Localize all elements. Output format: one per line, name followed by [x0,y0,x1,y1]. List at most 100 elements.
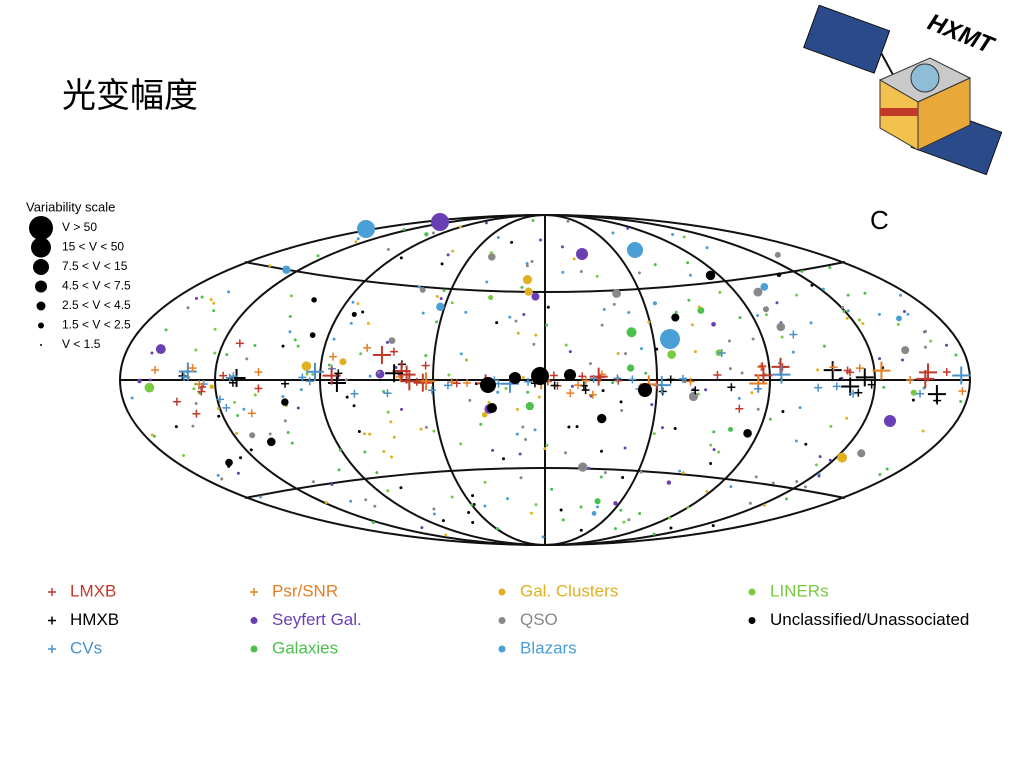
source-dot [668,516,672,520]
source-dot [299,388,303,392]
source-dot [857,318,861,322]
source-dot [743,429,752,438]
source-dot [683,380,687,384]
source-dot [804,442,808,446]
source-dot [213,327,217,331]
source-dot [601,389,605,393]
source-dot [774,251,781,258]
source-dot [253,344,257,348]
source-dot [560,245,564,249]
source-dot [305,372,309,376]
source-dot [929,339,933,343]
source-dot [639,347,643,351]
source-dot [619,400,623,404]
source-dot [458,225,462,229]
source-dot [845,416,849,420]
source-dot [213,351,217,355]
source-dot [148,378,152,382]
source-dot [488,294,494,301]
sky-sources [130,213,971,539]
source-dot [639,470,643,474]
source-dot [431,213,449,231]
source-dot [382,389,386,393]
class-legend: LMXB Psr/SNR Gal. Clusters LINERs HMXB Seyfer… [48,581,969,657]
source-dot [697,305,701,309]
source-dot [488,253,496,261]
scale-marker [35,280,47,293]
source-dot [530,511,534,515]
scale-legend: V > 50 15 < V < 50 7.5 < V < 15 4.5 < V < 7… [29,216,131,351]
source-dot [945,343,949,347]
source-dot [496,527,500,531]
source-dot [764,313,768,317]
source-dot [468,398,472,402]
source-dot [386,248,390,252]
source-dot [690,323,694,327]
source-dot [756,407,760,411]
source-dot [389,420,393,424]
source-dot [296,406,300,410]
source-dot [332,337,336,341]
source-dot [579,528,583,532]
source-dot [737,396,741,400]
source-dot [579,269,583,273]
source-dot [626,226,630,230]
source-dot [522,275,533,285]
source-dot [459,352,463,356]
source-dot [709,461,713,465]
source-dot [361,310,365,314]
source-dot [520,285,524,289]
source-dot [686,505,690,509]
legend-label: Unclassified/Unassociated [770,610,969,629]
source-dot [818,455,822,459]
source-dot [795,293,799,297]
source-dot [281,394,285,398]
source-dot [712,430,716,434]
source-dot [534,333,538,337]
source-dot [150,433,154,437]
source-dot [371,521,375,525]
scale-label: V > 50 [62,220,97,234]
source-dot [505,497,509,501]
source-dot [727,339,731,343]
source-dot [570,384,574,388]
source-dot [293,338,297,342]
source-dot [543,447,547,451]
source-dot [281,398,289,406]
source-dot [239,456,243,460]
source-dot [600,323,604,327]
source-dot [394,365,398,369]
source-dot [705,270,716,281]
source-dot [602,308,606,312]
source-dot [686,261,690,265]
source-dot [268,264,272,268]
source-dot [514,319,518,323]
source-dot [626,327,637,338]
source-dot [655,347,659,351]
source-dot [729,485,733,489]
source-dot [424,425,428,429]
source-dot [709,443,713,447]
source-dot [349,321,353,325]
source-dot [728,367,732,371]
source-dot [144,382,155,393]
source-dot [357,429,361,433]
source-dot [459,442,463,446]
source-dot [509,372,521,384]
source-dot [828,458,832,462]
source-dot [924,329,928,333]
source-dot [857,449,866,458]
scale-marker [29,216,53,240]
source-dot [612,302,616,306]
source-dot [496,235,500,239]
source-dot [613,527,617,531]
source-dot [647,320,651,324]
source-dot [483,504,487,508]
source-dot [471,521,475,525]
source-dot [885,467,889,471]
source-dot [491,448,495,452]
source-dot [846,309,850,313]
source-dot [518,452,522,456]
source-dot [637,271,641,275]
source-dot [794,439,798,443]
